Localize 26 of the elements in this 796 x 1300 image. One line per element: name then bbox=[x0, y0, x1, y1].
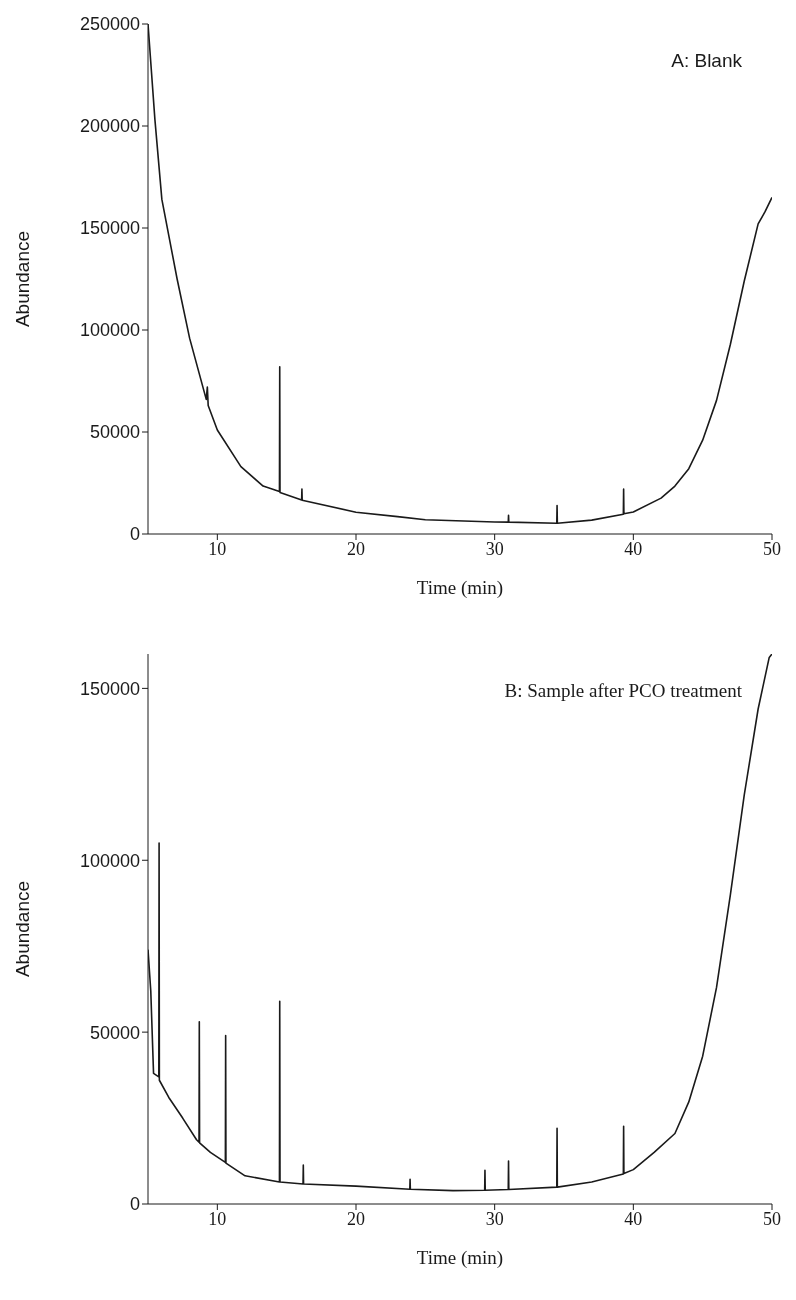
x-tick-label: 20 bbox=[347, 1208, 365, 1229]
annotation: A: Blank bbox=[671, 50, 742, 72]
y-tick-label: 50000 bbox=[89, 422, 140, 443]
y-tick-label: 100000 bbox=[79, 850, 140, 871]
y-axis-title: Abundance bbox=[11, 230, 33, 328]
x-axis-title: Time (min) bbox=[416, 1247, 504, 1269]
x-tick-label: 10 bbox=[208, 1208, 227, 1229]
x-tick-label: 30 bbox=[485, 538, 504, 559]
x-axis-title: Time (min) bbox=[416, 577, 504, 599]
y-tick-label: 0 bbox=[129, 1194, 140, 1215]
y-tick-label: 0 bbox=[129, 524, 140, 545]
y-tick-label: 50000 bbox=[89, 1022, 140, 1043]
y-tick-label: 150000 bbox=[79, 678, 140, 699]
x-tick-label: 40 bbox=[624, 1208, 643, 1229]
y-tick-label: 150000 bbox=[79, 218, 140, 239]
x-tick-label: 10 bbox=[208, 538, 227, 559]
y-tick-label: 100000 bbox=[79, 320, 140, 341]
x-tick-label: 20 bbox=[347, 538, 365, 559]
y-tick-label: 250000 bbox=[79, 14, 140, 35]
x-tick-label: 30 bbox=[485, 1208, 504, 1229]
annotation: B: Sample after PCO treatment bbox=[504, 680, 742, 702]
x-tick-label: 50 bbox=[763, 538, 781, 559]
x-tick-label: 50 bbox=[763, 1208, 781, 1229]
y-tick-label: 200000 bbox=[79, 116, 140, 137]
y-axis-title: Abundance bbox=[11, 880, 33, 978]
x-tick-label: 40 bbox=[624, 538, 643, 559]
